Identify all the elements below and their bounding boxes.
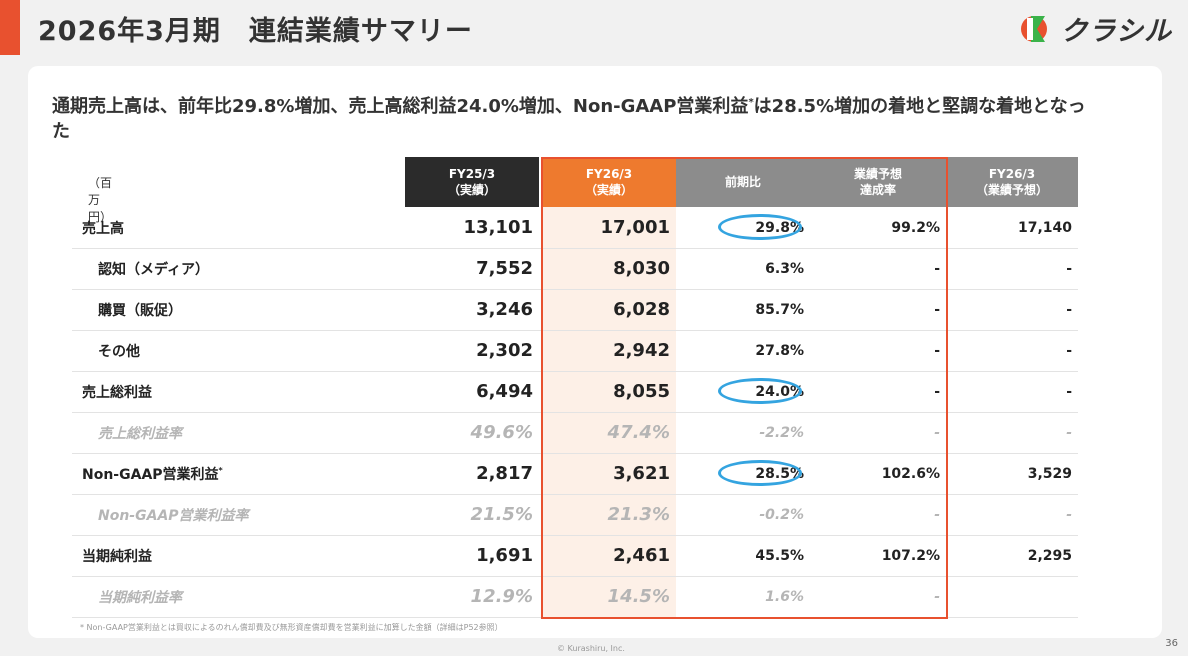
cell-forecast-achievement: - — [934, 383, 940, 400]
cell-fy25-actual: 6,494 — [476, 381, 533, 402]
row-label: 売上総利益率 — [98, 425, 182, 442]
page-number: 36 — [1165, 638, 1178, 649]
cell-yoy-change: -0.2% — [759, 506, 804, 523]
cell-fy26-actual: 14.5% — [607, 586, 670, 607]
cell-forecast-achievement: - — [934, 301, 940, 318]
cell-fy25-actual: 13,101 — [463, 217, 533, 238]
cell-forecast-achievement: - — [934, 506, 940, 523]
cell-fy26-forecast: - — [1066, 301, 1072, 318]
cell-fy26-forecast: - — [1066, 342, 1072, 359]
table-row: 認知（メディア） 7,552 8,030 6.3% - - — [72, 248, 1078, 290]
footnote: * Non-GAAP営業利益とは買収によるのれん償却費及び無形資産償却費を営業利… — [80, 623, 503, 632]
cell-forecast-achievement: 102.6% — [881, 465, 940, 482]
copyright: © Kurashiru, Inc. — [557, 644, 625, 653]
cell-fy26-actual: 6,028 — [613, 299, 670, 320]
cell-fy26-actual: 2,942 — [613, 340, 670, 361]
cell-fy26-actual: 8,030 — [613, 258, 670, 279]
cell-fy26-actual: 17,001 — [600, 217, 670, 238]
highlight-circle — [718, 460, 802, 486]
cell-fy26-forecast: 17,140 — [1017, 219, 1072, 236]
cell-fy25-actual: 2,302 — [476, 340, 533, 361]
table-row: その他 2,302 2,942 27.8% - - — [72, 330, 1078, 372]
column-header-forecast-achievement: 業績予想 達成率 — [810, 157, 946, 207]
cell-yoy-change: 6.3% — [765, 260, 804, 277]
row-label: Non-GAAP営業利益率 — [98, 507, 249, 524]
cell-forecast-achievement: - — [934, 424, 940, 441]
cell-fy26-actual: 8,055 — [613, 381, 670, 402]
cell-fy26-actual: 47.4% — [607, 422, 670, 443]
cell-yoy-change: 1.6% — [765, 588, 804, 605]
cell-fy26-actual: 3,621 — [613, 463, 670, 484]
cell-fy26-forecast: 2,295 — [1027, 547, 1072, 564]
cell-yoy-change: 27.8% — [755, 342, 804, 359]
row-label: その他 — [98, 343, 140, 360]
row-label: 当期純利益率 — [98, 589, 182, 606]
table-row: 購買（販促） 3,246 6,028 85.7% - - — [72, 289, 1078, 331]
title-accent-bar — [0, 0, 20, 55]
cell-fy26-forecast: - — [1066, 424, 1072, 441]
table-row: 売上総利益率 49.6% 47.4% -2.2% - - — [72, 412, 1078, 454]
cell-fy26-actual: 2,461 — [613, 545, 670, 566]
page-title: 2026年3月期 連結業績サマリー — [38, 16, 473, 47]
kurashiru-logo-icon — [1020, 15, 1047, 42]
cell-forecast-achievement: - — [934, 342, 940, 359]
logo-text: クラシル — [1060, 16, 1172, 47]
highlight-circle — [718, 378, 802, 404]
cell-fy25-actual: 1,691 — [476, 545, 533, 566]
highlight-circle — [718, 214, 802, 240]
cell-fy26-forecast — [946, 576, 1072, 617]
cell-yoy-change: -2.2% — [759, 424, 804, 441]
summary-headline: 通期売上高は、前年比29.8%増加、売上高総利益24.0%増加、Non-GAAP… — [52, 96, 1086, 142]
table-row: 当期純利益 1,691 2,461 45.5% 107.2% 2,295 — [72, 535, 1078, 577]
cell-fy26-forecast: - — [1066, 383, 1072, 400]
cell-fy26-forecast: - — [1066, 260, 1072, 277]
cell-fy25-actual: 2,817 — [476, 463, 533, 484]
cell-forecast-achievement: - — [934, 260, 940, 277]
column-header-fy26-actual: FY26/3 （実績） — [542, 157, 676, 207]
column-header-yoy-change: 前期比 — [676, 157, 810, 207]
cell-fy25-actual: 49.6% — [470, 422, 533, 443]
cell-forecast-achievement: 99.2% — [891, 219, 940, 236]
cell-forecast-achievement: 107.2% — [881, 547, 940, 564]
cell-fy26-actual: 21.3% — [607, 504, 670, 525]
table-row: Non-GAAP営業利益率 21.5% 21.3% -0.2% - - — [72, 494, 1078, 536]
row-label: 認知（メディア） — [98, 261, 210, 278]
row-label: 売上総利益 — [82, 384, 152, 401]
unit-label: （百万円） — [88, 176, 113, 224]
fy26-highlight-frame — [541, 157, 948, 619]
cell-yoy-change: 85.7% — [755, 301, 804, 318]
row-label: 購買（販促） — [98, 302, 182, 319]
column-header-fy25-actual: FY25/3 （実績） — [405, 157, 539, 207]
cell-fy26-forecast: 3,529 — [1027, 465, 1072, 482]
cell-fy26-forecast: - — [1066, 506, 1072, 523]
cell-fy25-actual: 12.9% — [470, 586, 533, 607]
cell-fy25-actual: 7,552 — [476, 258, 533, 279]
cell-yoy-change: 45.5% — [755, 547, 804, 564]
cell-fy25-actual: 3,246 — [476, 299, 533, 320]
row-label: Non-GAAP営業利益 * — [82, 466, 223, 483]
cell-fy25-actual: 21.5% — [470, 504, 533, 525]
cell-forecast-achievement: - — [934, 588, 940, 605]
row-label: 当期純利益 — [82, 548, 152, 565]
brand-logo: クラシル — [1019, 9, 1172, 48]
column-header-fy26-forecast: FY26/3 （業績予想） — [946, 157, 1078, 207]
row-label: 売上高 — [82, 220, 124, 237]
